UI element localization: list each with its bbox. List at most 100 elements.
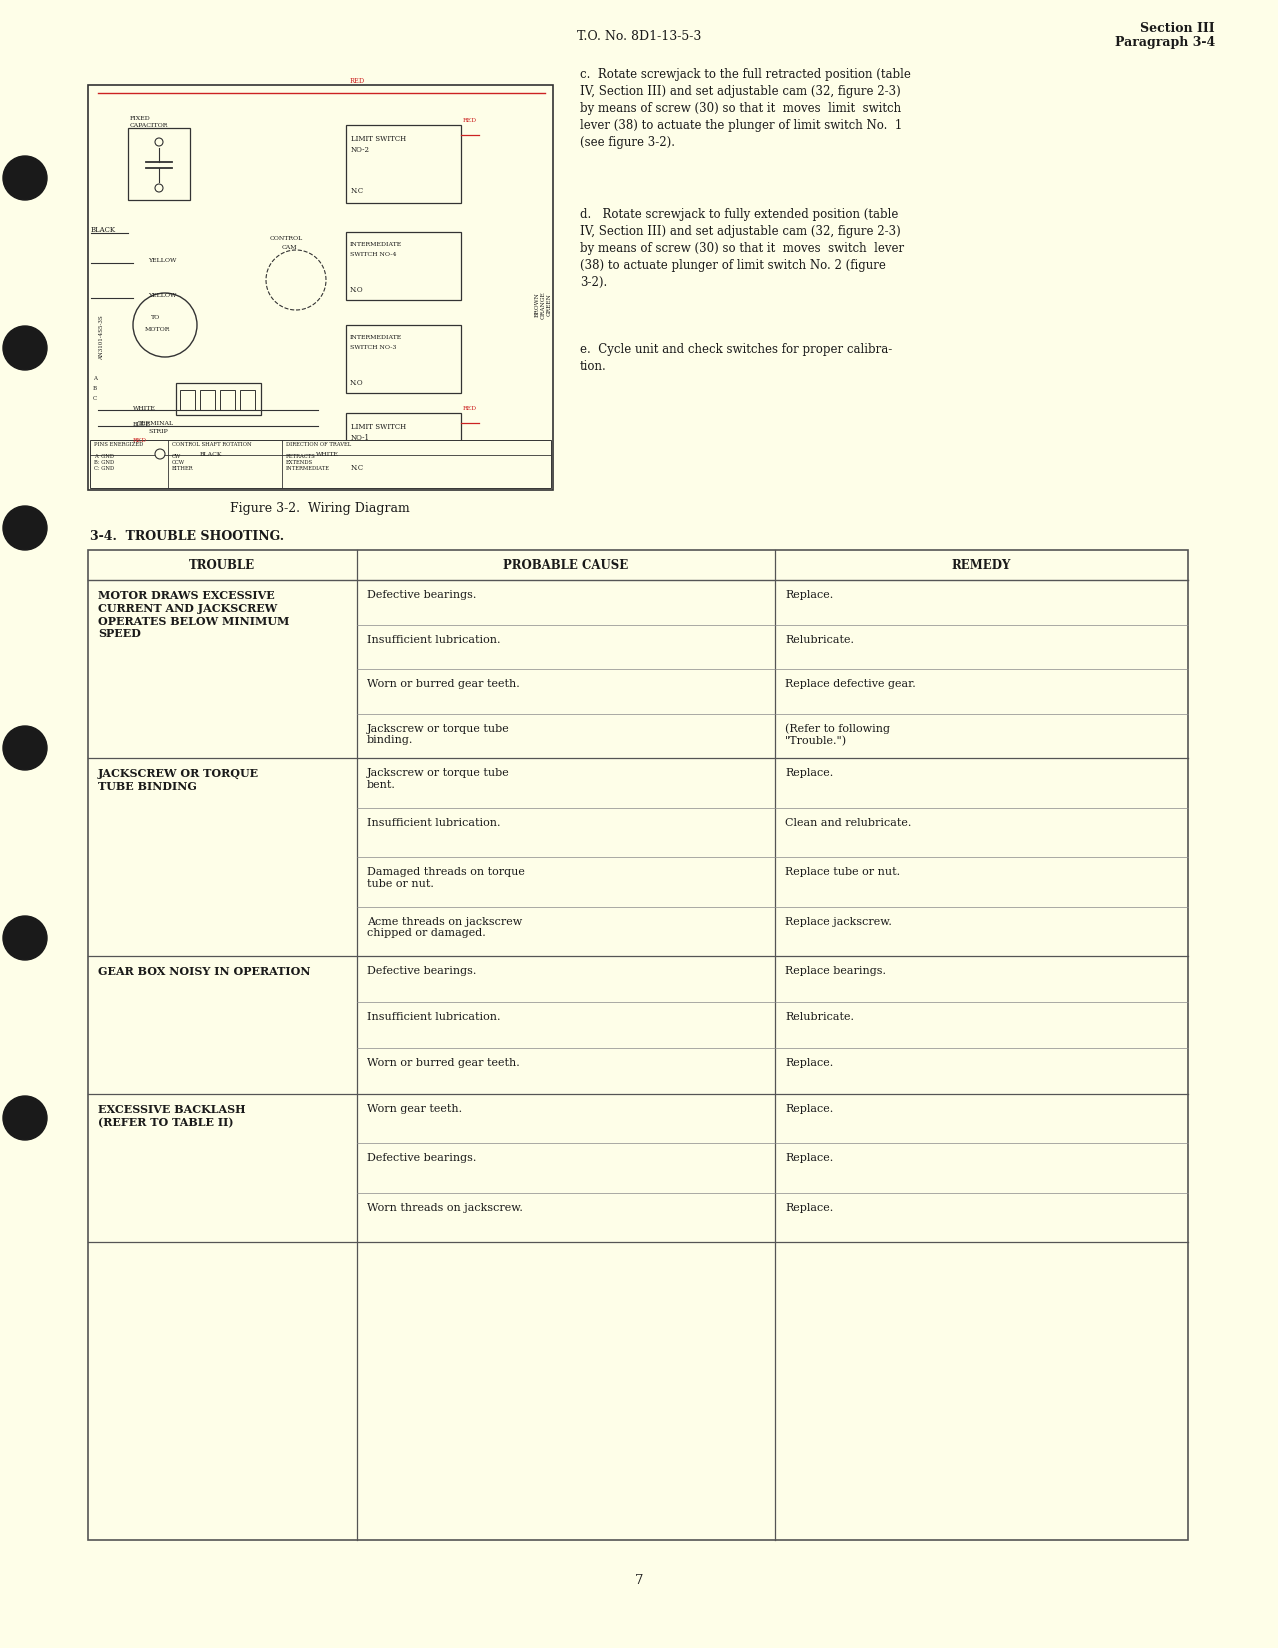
Text: RED: RED (463, 405, 477, 410)
Text: A: GND
B: GND
C: GND: A: GND B: GND C: GND (95, 453, 114, 471)
Circle shape (3, 1096, 47, 1140)
Text: WHITE: WHITE (316, 452, 339, 456)
Text: 3-4.  TROUBLE SHOOTING.: 3-4. TROUBLE SHOOTING. (89, 531, 284, 542)
Text: FIXED: FIXED (130, 115, 151, 120)
Text: N.O: N.O (350, 287, 364, 293)
Circle shape (133, 293, 197, 358)
Bar (89, 440, 551, 488)
Text: Worn or burred gear teeth.: Worn or burred gear teeth. (367, 1058, 520, 1068)
Text: c.  Rotate screwjack to the full retracted position (table
IV, Section III) and : c. Rotate screwjack to the full retracte… (580, 68, 911, 148)
Text: AN3101-4S5-3S: AN3101-4S5-3S (100, 315, 105, 359)
Text: Insufficient lubrication.: Insufficient lubrication. (367, 817, 501, 827)
Text: JACKSCREW OR TORQUE
TUBE BINDING: JACKSCREW OR TORQUE TUBE BINDING (98, 768, 259, 791)
Text: SWITCH NO-3: SWITCH NO-3 (350, 344, 396, 349)
Text: Replace.: Replace. (785, 1058, 833, 1068)
Text: Acme threads on jackscrew
chipped or damaged.: Acme threads on jackscrew chipped or dam… (367, 916, 523, 938)
Text: WHITE: WHITE (133, 405, 156, 410)
Text: Clean and relubricate.: Clean and relubricate. (785, 817, 911, 827)
Text: CAM: CAM (282, 244, 298, 249)
Bar (128, 129, 190, 199)
Text: Replace defective gear.: Replace defective gear. (785, 679, 916, 689)
Text: RED: RED (350, 77, 366, 86)
Text: RETRACTS
EXTENDS
INTERMEDIATE: RETRACTS EXTENDS INTERMEDIATE (286, 453, 330, 471)
Text: Worn threads on jackscrew.: Worn threads on jackscrew. (367, 1203, 523, 1213)
Text: Replace.: Replace. (785, 1104, 833, 1114)
Bar (346, 232, 461, 300)
Text: Worn or burred gear teeth.: Worn or burred gear teeth. (367, 679, 520, 689)
Text: LIMIT SWITCH: LIMIT SWITCH (351, 135, 406, 143)
Circle shape (3, 157, 47, 199)
Bar (346, 125, 461, 203)
Text: CONTROL SHAFT ROTATION: CONTROL SHAFT ROTATION (173, 442, 252, 447)
Text: 7: 7 (635, 1574, 643, 1587)
Text: Defective bearings.: Defective bearings. (367, 1154, 477, 1163)
Circle shape (155, 185, 164, 193)
Text: REMEDY: REMEDY (951, 559, 1011, 572)
Circle shape (3, 506, 47, 550)
Text: B: B (93, 386, 97, 391)
Text: Replace tube or nut.: Replace tube or nut. (785, 867, 900, 877)
Text: LIMIT SWITCH: LIMIT SWITCH (351, 424, 406, 432)
Text: Paragraph 3-4: Paragraph 3-4 (1114, 36, 1215, 48)
Text: EXCESSIVE BACKLASH
(REFER TO TABLE II): EXCESSIVE BACKLASH (REFER TO TABLE II) (98, 1104, 245, 1127)
Circle shape (3, 326, 47, 371)
Text: NO-2: NO-2 (351, 147, 371, 153)
Bar (180, 391, 196, 410)
Text: YELLOW: YELLOW (148, 292, 176, 298)
Text: GEAR BOX NOISY IN OPERATION: GEAR BOX NOISY IN OPERATION (98, 966, 311, 977)
Text: STRIP: STRIP (148, 428, 167, 433)
Bar (199, 391, 215, 410)
Text: PINS ENERGIZED: PINS ENERGIZED (95, 442, 143, 447)
Text: Damaged threads on torque
tube or nut.: Damaged threads on torque tube or nut. (367, 867, 525, 888)
Text: Relubricate.: Relubricate. (785, 1012, 854, 1022)
Text: RED: RED (133, 437, 147, 443)
Text: BLUE: BLUE (133, 422, 151, 427)
Text: BROWN
ORANGE
GREEN: BROWN ORANGE GREEN (534, 292, 551, 318)
Text: A: A (93, 376, 97, 381)
Text: Worn gear teeth.: Worn gear teeth. (367, 1104, 463, 1114)
Text: Replace jackscrew.: Replace jackscrew. (785, 916, 892, 926)
Text: TERMINAL: TERMINAL (138, 420, 174, 425)
Text: Replace.: Replace. (785, 768, 833, 778)
Text: Insufficient lubrication.: Insufficient lubrication. (367, 1012, 501, 1022)
Circle shape (3, 727, 47, 770)
Circle shape (3, 916, 47, 961)
Text: Jackscrew or torque tube
bent.: Jackscrew or torque tube bent. (367, 768, 510, 789)
Text: TROUBLE: TROUBLE (189, 559, 256, 572)
Text: N.C: N.C (351, 465, 364, 471)
Text: BLACK: BLACK (91, 226, 116, 234)
Text: RED: RED (463, 117, 477, 122)
Text: Replace.: Replace. (785, 1154, 833, 1163)
Text: YELLOW: YELLOW (148, 257, 176, 262)
Bar (346, 414, 461, 478)
Text: INTERMEDIATE: INTERMEDIATE (350, 335, 403, 339)
Text: CONTROL: CONTROL (270, 236, 303, 241)
Text: N.C: N.C (351, 186, 364, 194)
Text: Defective bearings.: Defective bearings. (367, 590, 477, 600)
Text: PROBABLE CAUSE: PROBABLE CAUSE (504, 559, 629, 572)
Text: Defective bearings.: Defective bearings. (367, 966, 477, 976)
Bar (346, 325, 461, 392)
Bar (240, 391, 256, 410)
Circle shape (155, 138, 164, 147)
Text: SWITCH NO-4: SWITCH NO-4 (350, 252, 396, 257)
Text: MOTOR DRAWS EXCESSIVE
CURRENT AND JACKSCREW
OPERATES BELOW MINIMUM
SPEED: MOTOR DRAWS EXCESSIVE CURRENT AND JACKSC… (98, 590, 289, 639)
Text: DIRECTION OF TRAVEL: DIRECTION OF TRAVEL (286, 442, 351, 447)
Text: C: C (93, 396, 97, 400)
Bar (88, 86, 553, 489)
Text: Replace.: Replace. (785, 1203, 833, 1213)
Text: Relubricate.: Relubricate. (785, 634, 854, 644)
Text: e.  Cycle unit and check switches for proper calibra-
tion.: e. Cycle unit and check switches for pro… (580, 343, 892, 372)
Text: Figure 3-2.  Wiring Diagram: Figure 3-2. Wiring Diagram (230, 501, 410, 514)
Text: Replace bearings.: Replace bearings. (785, 966, 886, 976)
Text: Jackscrew or torque tube
binding.: Jackscrew or torque tube binding. (367, 723, 510, 745)
Bar (220, 391, 235, 410)
Text: BLACK: BLACK (199, 452, 222, 456)
Text: CW
CCW
EITHER: CW CCW EITHER (173, 453, 194, 471)
Text: MOTOR: MOTOR (144, 326, 170, 331)
Text: N.O: N.O (350, 379, 364, 387)
Text: TO: TO (151, 315, 160, 320)
Text: T.O. No. 8D1-13-5-3: T.O. No. 8D1-13-5-3 (576, 30, 702, 43)
Text: Replace.: Replace. (785, 590, 833, 600)
Text: d.   Rotate screwjack to fully extended position (table
IV, Section III) and set: d. Rotate screwjack to fully extended po… (580, 208, 904, 288)
